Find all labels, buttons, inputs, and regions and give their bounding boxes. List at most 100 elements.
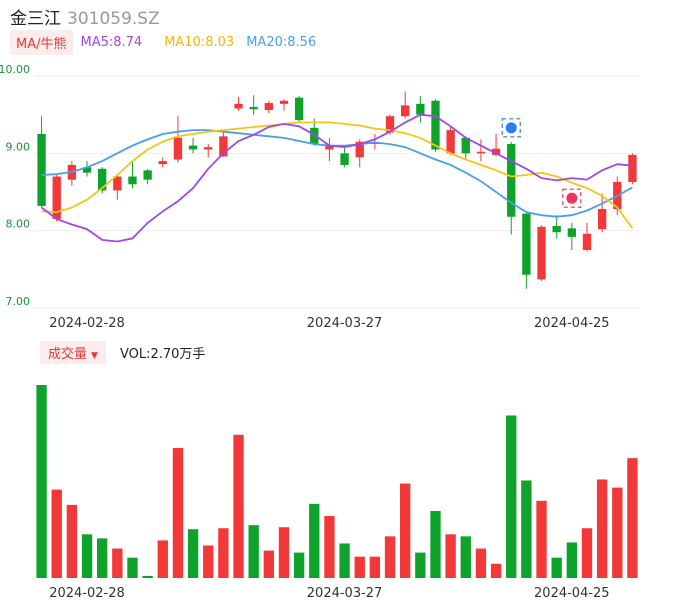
- y-tick-label: 10.00: [0, 63, 30, 76]
- volume-bar: [127, 557, 138, 578]
- volume-bar: [157, 540, 168, 578]
- ma5-label: MA5:8.74: [80, 34, 143, 50]
- candle: [597, 193, 607, 233]
- volume-toggle-button[interactable]: 成交量 ▼: [40, 340, 106, 364]
- candle: [204, 144, 213, 158]
- candle: [52, 174, 61, 222]
- candle-body: [219, 136, 228, 157]
- candle-body: [82, 167, 92, 173]
- candle: [401, 91, 410, 119]
- candle-body: [264, 103, 273, 111]
- candle-body: [537, 226, 546, 280]
- event-marker-icon-frame: [501, 118, 521, 138]
- candle: [279, 99, 289, 111]
- candle-body: [552, 226, 561, 233]
- volume-bar: [203, 545, 214, 578]
- candle-body: [355, 141, 364, 158]
- candle: [158, 157, 167, 168]
- stock-name: 金三江: [10, 9, 61, 29]
- candle-body: [385, 116, 395, 133]
- candle-body: [294, 97, 304, 121]
- candle: [431, 99, 440, 152]
- candle-body: [113, 176, 122, 191]
- y-tick-label: 8.00: [6, 218, 31, 231]
- candle: [188, 137, 198, 154]
- candle-body: [491, 148, 501, 155]
- volume-bar: [81, 534, 93, 578]
- event-marker-icon: [562, 188, 582, 208]
- volume-bar: [596, 479, 608, 578]
- x-tick-label: 2024-04-25: [534, 316, 610, 331]
- volume-bar: [309, 503, 320, 578]
- candle-body: [582, 233, 592, 250]
- candle: [628, 153, 637, 185]
- volume-toggle-label: 成交量: [48, 346, 88, 362]
- candle: [249, 95, 258, 115]
- candle-body: [522, 213, 531, 275]
- candle-body: [431, 100, 440, 150]
- candle: [82, 161, 92, 177]
- volume-bar: [339, 543, 350, 578]
- ma5-line: [41, 113, 633, 243]
- volume-bar: [354, 556, 365, 578]
- candle-body: [173, 137, 183, 160]
- candle-body: [340, 153, 349, 165]
- candle: [234, 96, 243, 111]
- volume-bar: [263, 550, 274, 578]
- stock-title: 金三江 301059.SZ: [10, 4, 160, 29]
- volume-bar: [384, 536, 396, 578]
- candle: [173, 116, 183, 163]
- candle-body: [98, 168, 107, 191]
- candle-body: [310, 127, 319, 145]
- volume-bar: [536, 500, 547, 578]
- candle-body: [567, 228, 576, 237]
- candle: [264, 100, 273, 114]
- volume-bar: [369, 556, 381, 578]
- candle-body: [249, 106, 258, 110]
- candle-body: [507, 144, 516, 217]
- ma-toggle-button[interactable]: MA/牛熊: [10, 29, 73, 55]
- x-tick-label: 2024-03-27: [307, 316, 383, 331]
- volume-bar: [521, 480, 532, 578]
- y-tick-label: 7.00: [6, 295, 31, 308]
- candle: [537, 225, 546, 281]
- volume-bar: [445, 534, 456, 578]
- volume-bar: [460, 536, 471, 578]
- candle-body: [143, 170, 152, 180]
- candle-body: [401, 105, 410, 117]
- candle-body: [416, 103, 425, 115]
- volume-bar: [248, 525, 259, 578]
- event-marker-icon: [501, 118, 521, 138]
- candle: [143, 168, 152, 185]
- volume-legend: 成交量 ▼ VOL:2.70万手: [40, 340, 205, 364]
- candle: [582, 222, 592, 252]
- x-tick-label: 2024-02-28: [49, 586, 125, 601]
- candle-body: [325, 145, 334, 150]
- volume-bar: [490, 563, 502, 578]
- candle-body: [52, 176, 61, 220]
- event-marker-icon-dot: [566, 192, 578, 204]
- volume-bar: [566, 542, 577, 578]
- candle: [446, 126, 455, 155]
- volume-bar: [551, 557, 562, 578]
- volume-bar: [233, 434, 244, 578]
- price-chart[interactable]: 10.00 9.00 8.00 7.00 2024-02-28 2024-03-27 202…: [0, 0, 686, 340]
- volume-bar: [187, 529, 199, 578]
- event-marker-icon-dot: [505, 122, 517, 134]
- x-tick-label: 2024-04-25: [534, 586, 610, 601]
- volume-bar: [97, 538, 108, 578]
- candle: [507, 141, 516, 235]
- volume-bar: [400, 483, 411, 578]
- candle: [522, 211, 531, 289]
- volume-bar: [172, 447, 184, 578]
- event-marker-icon-frame: [562, 188, 582, 208]
- volume-bar: [36, 385, 47, 578]
- volume-bar: [430, 510, 441, 578]
- candle-body: [158, 161, 167, 165]
- volume-bar: [627, 458, 638, 578]
- candle: [340, 147, 349, 168]
- x-tick-label: 2024-03-27: [307, 586, 383, 601]
- candle-body: [234, 103, 243, 109]
- candle: [37, 116, 46, 208]
- ma10-line: [41, 121, 634, 229]
